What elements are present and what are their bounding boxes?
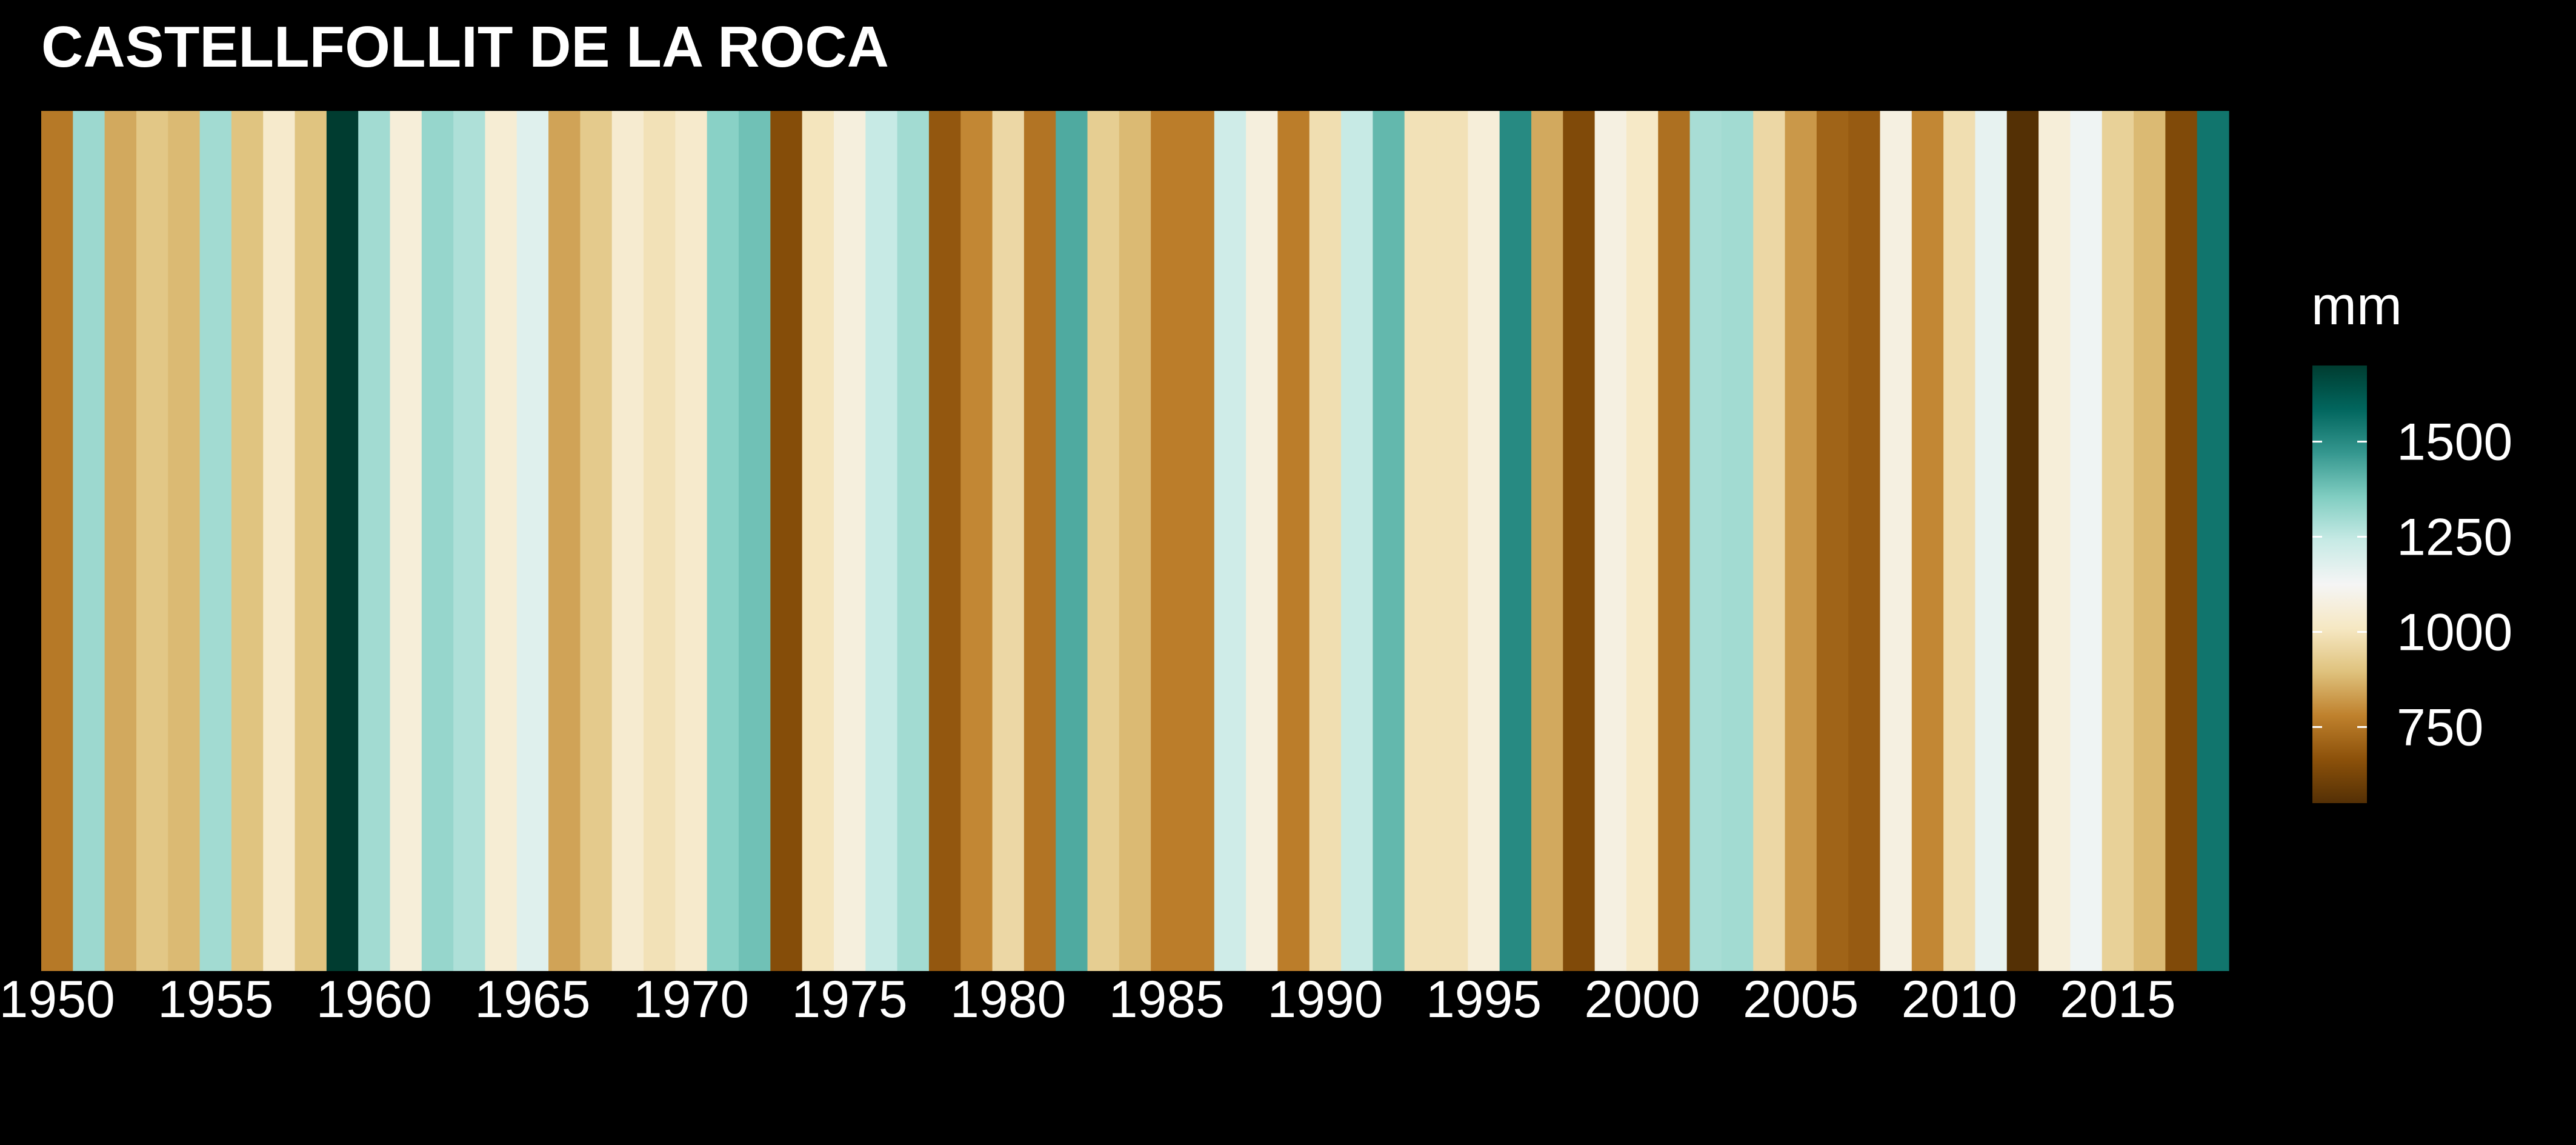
stripe-2014 — [2070, 111, 2103, 971]
stripe-2002 — [1689, 111, 1722, 971]
stripe-1977 — [897, 111, 930, 971]
x-tick-label: 1970 — [633, 970, 749, 1029]
stripe-2009 — [1911, 111, 1944, 971]
x-tick-label: 1985 — [1109, 970, 1225, 1029]
stripe-2012 — [2006, 111, 2039, 971]
stripe-2008 — [1880, 111, 1912, 971]
stripe-2016 — [2134, 111, 2166, 971]
stripe-1960 — [358, 111, 391, 971]
stripe-1950 — [41, 111, 73, 971]
stripe-1973 — [770, 111, 803, 971]
legend-ticks: 750 1000 1250 1500 — [2312, 413, 2512, 756]
x-tick-label: 1960 — [316, 970, 432, 1029]
legend-title: mm — [2311, 276, 2402, 336]
stripe-1985 — [1151, 111, 1183, 971]
stripe-1968 — [611, 111, 644, 971]
stripe-1979 — [960, 111, 993, 971]
stripe-1954 — [168, 111, 201, 971]
stripe-1996 — [1499, 111, 1532, 971]
stripe-1990 — [1309, 111, 1342, 971]
legend-tick-label: 1000 — [2397, 604, 2512, 662]
stripe-1997 — [1531, 111, 1563, 971]
stripe-1982 — [1056, 111, 1088, 971]
stripe-2015 — [2102, 111, 2134, 971]
stripe-2000 — [1626, 111, 1659, 971]
stripe-2011 — [1975, 111, 2008, 971]
x-tick-label: 1965 — [474, 970, 590, 1029]
stripe-1978 — [928, 111, 961, 971]
stripe-1986 — [1182, 111, 1215, 971]
x-tick-label: 1980 — [950, 970, 1066, 1029]
stripe-2004 — [1753, 111, 1786, 971]
stripe-1980 — [992, 111, 1025, 971]
x-tick-label: 1975 — [791, 970, 907, 1029]
legend-tick-label: 1250 — [2397, 509, 2512, 567]
stripe-1983 — [1087, 111, 1120, 971]
stripe-1970 — [675, 111, 708, 971]
x-tick-label: 2015 — [2060, 970, 2175, 1029]
stripe-1974 — [802, 111, 834, 971]
stripe-1992 — [1373, 111, 1405, 971]
stripe-2001 — [1658, 111, 1691, 971]
color-legend: mm 750 1000 1250 1500 — [2311, 276, 2512, 803]
stripe-1966 — [548, 111, 581, 971]
stripe-1984 — [1119, 111, 1151, 971]
stripe-1956 — [231, 111, 264, 971]
x-tick-label: 2000 — [1584, 970, 1700, 1029]
stripe-1971 — [707, 111, 739, 971]
stripe-1964 — [485, 111, 518, 971]
x-axis: 1950 1955 1960 1965 1970 1975 1980 1985 1990 1995… — [0, 970, 2176, 1029]
stripe-2013 — [2039, 111, 2071, 971]
stripe-1951 — [73, 111, 105, 971]
stripe-1994 — [1436, 111, 1468, 971]
x-tick-label: 2005 — [1743, 970, 1859, 1029]
stripe-1991 — [1341, 111, 1373, 971]
x-tick-label: 1950 — [0, 970, 115, 1029]
stripe-1963 — [453, 111, 486, 971]
stripe-1958 — [295, 111, 327, 971]
stripe-2005 — [1785, 111, 1817, 971]
legend-tick-label: 750 — [2397, 698, 2484, 756]
stripe-1959 — [326, 111, 359, 971]
stripe-2018 — [2197, 111, 2229, 971]
stripe-2007 — [1848, 111, 1881, 971]
legend-tick-label: 1500 — [2397, 413, 2512, 472]
x-tick-label: 1990 — [1267, 970, 1383, 1029]
stripe-1988 — [1246, 111, 1279, 971]
x-tick-label: 1955 — [158, 970, 273, 1029]
stripe-1987 — [1214, 111, 1246, 971]
stripe-1981 — [1023, 111, 1056, 971]
x-tick-label: 1995 — [1426, 970, 1542, 1029]
stripe-1965 — [516, 111, 549, 971]
stripe-1967 — [580, 111, 613, 971]
stripe-1975 — [833, 111, 866, 971]
x-tick-label: 2010 — [1902, 970, 2017, 1029]
stripes-group — [41, 111, 2229, 971]
stripe-1961 — [390, 111, 422, 971]
stripe-1969 — [644, 111, 676, 971]
stripe-2017 — [2165, 111, 2198, 971]
stripe-1989 — [1277, 111, 1310, 971]
stripe-1976 — [865, 111, 898, 971]
stripe-1995 — [1468, 111, 1500, 971]
chart-title: CASTELLFOLLIT DE LA ROCA — [41, 15, 889, 79]
stripe-1952 — [104, 111, 137, 971]
stripe-1953 — [136, 111, 168, 971]
stripe-2006 — [1816, 111, 1849, 971]
stripe-1972 — [739, 111, 771, 971]
stripe-1957 — [263, 111, 296, 971]
legend-colorbar — [2312, 366, 2367, 803]
stripe-1998 — [1563, 111, 1596, 971]
stripe-1999 — [1594, 111, 1627, 971]
stripe-1962 — [421, 111, 454, 971]
stripe-1993 — [1404, 111, 1437, 971]
stripe-2003 — [1721, 111, 1754, 971]
stripe-1955 — [199, 111, 232, 971]
stripe-2010 — [1943, 111, 1976, 971]
